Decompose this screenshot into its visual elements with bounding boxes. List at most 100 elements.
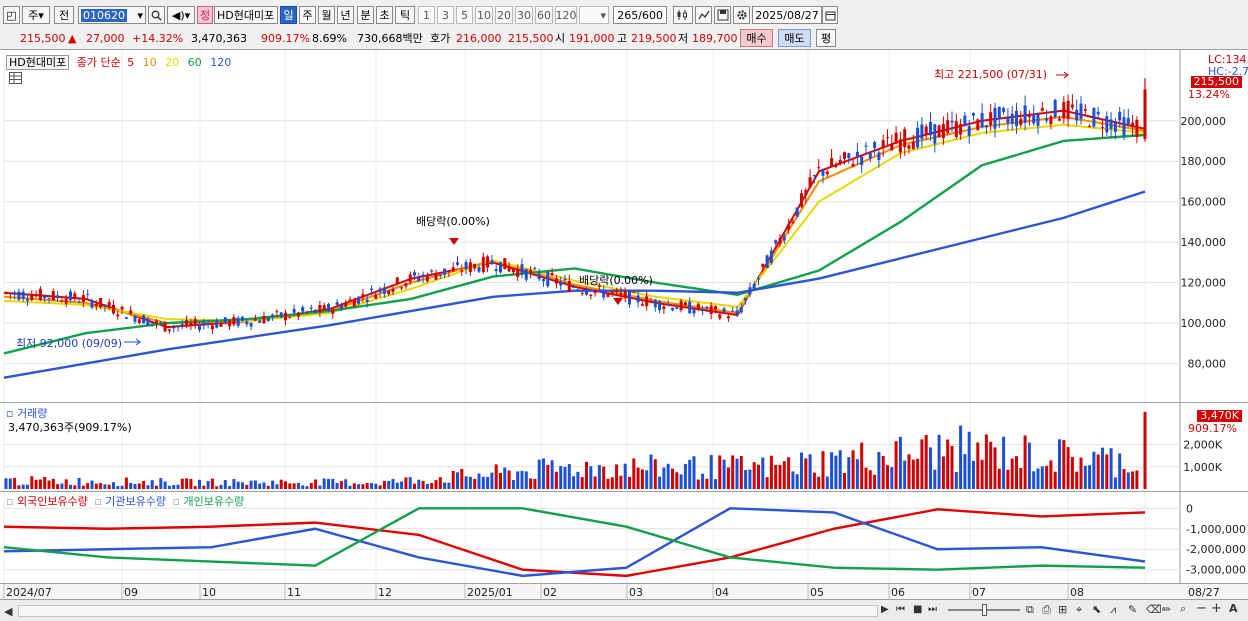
crosshair-icon[interactable]: ⌖ <box>1076 603 1083 616</box>
volume-bar <box>176 484 180 489</box>
candle-body <box>963 115 967 126</box>
last-price-tag: 215,500 <box>1190 76 1242 88</box>
volume-bar <box>1053 471 1057 489</box>
candle-body <box>585 291 588 295</box>
grid-icon[interactable]: ⊞ <box>1058 603 1068 616</box>
period-year[interactable]: 년 <box>337 6 354 24</box>
candle-body <box>653 299 657 308</box>
chevron-down-icon[interactable]: ▾ <box>137 8 143 22</box>
period-day[interactable]: 일 <box>280 6 297 24</box>
holding-panel[interactable]: 0 -1,000,000 -2,000,000 -3,000,000 ▫ 외국인보유수… <box>0 491 1248 584</box>
zoom-slider-handle[interactable] <box>982 604 987 616</box>
interval-120[interactable]: 120 <box>555 6 577 24</box>
print-icon[interactable]: ⎙ <box>1042 603 1051 616</box>
volume-bar <box>997 468 1001 489</box>
interval-30[interactable]: 30 <box>515 6 533 24</box>
candle-body <box>464 262 468 270</box>
gear-icon[interactable] <box>733 6 750 24</box>
price-panel[interactable]: 200,000 180,000 160,000 140,000 120,000 100,0… <box>0 49 1248 403</box>
period-tick[interactable]: 틱 <box>395 6 415 24</box>
price-chart[interactable]: 200,000 180,000 160,000 140,000 120,000 100,0… <box>0 50 1248 403</box>
even-button[interactable]: 평 <box>816 29 836 47</box>
first-page-icon[interactable]: ⏮ <box>896 604 905 615</box>
date-field[interactable]: 2025/08/27 <box>752 6 822 24</box>
candle-body <box>817 167 821 169</box>
candle-body <box>593 290 597 294</box>
stop-icon[interactable]: ■ <box>913 604 923 615</box>
volume-bar <box>219 484 223 489</box>
window-menu-icon[interactable]: ◰ <box>3 6 20 24</box>
trend-icon[interactable]: ⩘ <box>1110 603 1117 616</box>
zoom-reset-icon[interactable]: ⌕ <box>1180 602 1187 615</box>
delete-icon[interactable]: ⌫ <box>1146 603 1162 616</box>
draw-icon[interactable]: ✎ <box>1128 603 1138 616</box>
stock-badge: 정 <box>197 6 213 24</box>
candle-body <box>1036 114 1040 126</box>
volume-bar <box>769 455 773 489</box>
candle-body <box>662 306 666 310</box>
table-icon[interactable] <box>9 72 22 84</box>
change-percent: +14.32% <box>132 31 184 45</box>
pencil-icon[interactable]: ✏ <box>1162 603 1172 616</box>
candle-body <box>1006 117 1010 124</box>
font-size-icon[interactable]: A <box>1229 602 1238 615</box>
interval-5[interactable]: 5 <box>456 6 473 24</box>
period-minute[interactable]: 분 <box>357 6 374 24</box>
calendar-icon[interactable] <box>822 6 838 24</box>
holding-chart[interactable]: 0 -1,000,000 -2,000,000 -3,000,000 <box>0 492 1248 584</box>
candle-body <box>202 322 206 326</box>
stock-name-field[interactable]: HD현대미포 <box>214 6 278 24</box>
search-icon[interactable] <box>148 6 165 24</box>
volume-chart[interactable]: 2,000K 1,000K <box>0 403 1248 492</box>
interval-3[interactable]: 3 <box>437 6 454 24</box>
candle-body <box>8 293 12 295</box>
indicator-icon[interactable] <box>695 6 712 24</box>
candle-body <box>94 304 98 307</box>
last-page-icon[interactable]: ⏭ <box>928 604 937 615</box>
save-icon[interactable] <box>714 6 731 24</box>
volume-bar <box>567 464 571 489</box>
cursor-icon[interactable]: ⬉ <box>1092 603 1102 616</box>
period-month[interactable]: 월 <box>318 6 335 24</box>
volume-bar <box>120 485 124 489</box>
candle-body <box>722 308 726 313</box>
zoom-in-icon[interactable]: + <box>1211 601 1222 616</box>
candle-body <box>580 292 584 294</box>
interval-custom-select[interactable]: ▾ <box>579 6 609 24</box>
sell-button[interactable]: 매도 <box>778 29 811 47</box>
buy-button[interactable]: 매수 <box>740 29 773 47</box>
volume-bar <box>202 485 206 489</box>
interval-60[interactable]: 60 <box>535 6 553 24</box>
interval-1[interactable]: 1 <box>418 6 435 24</box>
price-tick-label: 200,000 <box>1181 115 1227 128</box>
zoom-out-icon[interactable]: − <box>1196 601 1207 616</box>
prev-button[interactable]: 전 <box>54 6 74 24</box>
scroll-left-icon[interactable]: ◀ <box>4 605 13 618</box>
bar-count-field[interactable]: 265/600 <box>613 6 667 24</box>
volume-panel[interactable]: 2,000K 1,000K ▫ 거래량 3,470,363주(909.17%) 3… <box>0 402 1248 492</box>
sound-icon[interactable]: ◀)▾ <box>167 6 195 24</box>
period-second[interactable]: 초 <box>376 6 393 24</box>
volume-bar <box>137 483 141 489</box>
candle-body <box>1126 117 1130 125</box>
x-tick-label: 06 <box>891 586 905 599</box>
volume-bar <box>215 486 219 489</box>
volume-bar <box>451 470 455 489</box>
chart-type-icon[interactable] <box>673 6 693 24</box>
volume-bar <box>1113 477 1117 489</box>
volume-tick-label: 1,000K <box>1183 461 1222 474</box>
ticker-mode-select[interactable]: 주 ▾ <box>22 6 50 24</box>
stock-code-input[interactable]: 010620 ▾ <box>78 6 146 24</box>
volume-bar <box>47 480 51 489</box>
horizontal-scrollbar[interactable] <box>18 605 878 617</box>
candle-body <box>765 255 769 268</box>
candle-body <box>791 222 795 224</box>
x-tick-label: 05 <box>810 586 824 599</box>
interval-10[interactable]: 10 <box>475 6 493 24</box>
interval-20[interactable]: 20 <box>495 6 513 24</box>
scroll-right-icon[interactable]: ▶ <box>881 604 889 615</box>
volume-bar <box>77 477 81 489</box>
compare-icon[interactable]: ⧉ <box>1026 603 1034 616</box>
period-week[interactable]: 주 <box>299 6 316 24</box>
candle-body <box>675 307 679 309</box>
